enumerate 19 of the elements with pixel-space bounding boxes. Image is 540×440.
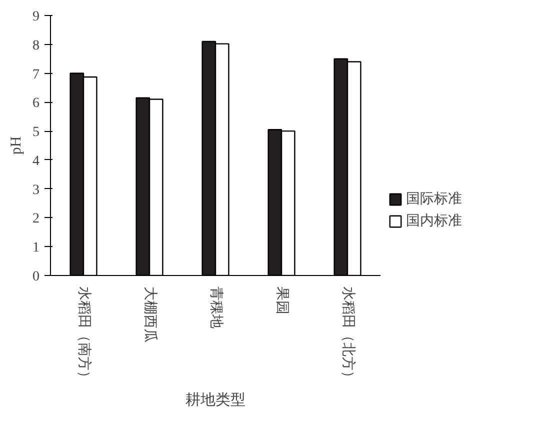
y-tick-label: 3	[32, 182, 40, 198]
x-tick-label: 水稻田（南方）	[76, 286, 92, 384]
y-tick-label: 2	[32, 212, 40, 227]
legend-label: 国内标准	[406, 212, 462, 230]
x-tick-label: 大棚西瓜	[142, 286, 158, 342]
y-tick-label: 9	[32, 10, 40, 24]
y-tick-label: 4	[32, 154, 40, 169]
x-tick-label: 果园	[274, 286, 289, 314]
x-axis-title: 耕地类型	[186, 392, 246, 408]
y-tick-label: 1	[32, 240, 40, 256]
y-tick-label: 7	[32, 67, 40, 82]
y-tick-label: 5	[32, 125, 40, 140]
y-axis-title: pH	[8, 136, 24, 155]
legend-label: 国际标准	[406, 190, 462, 208]
x-tick-label: 青稞地	[208, 286, 224, 328]
y-tick-label: 8	[32, 38, 40, 54]
y-tick-label: 0	[32, 270, 40, 284]
x-tick-label: 水稻田（北方）	[340, 286, 356, 384]
y-tick-label: 6	[32, 96, 40, 112]
